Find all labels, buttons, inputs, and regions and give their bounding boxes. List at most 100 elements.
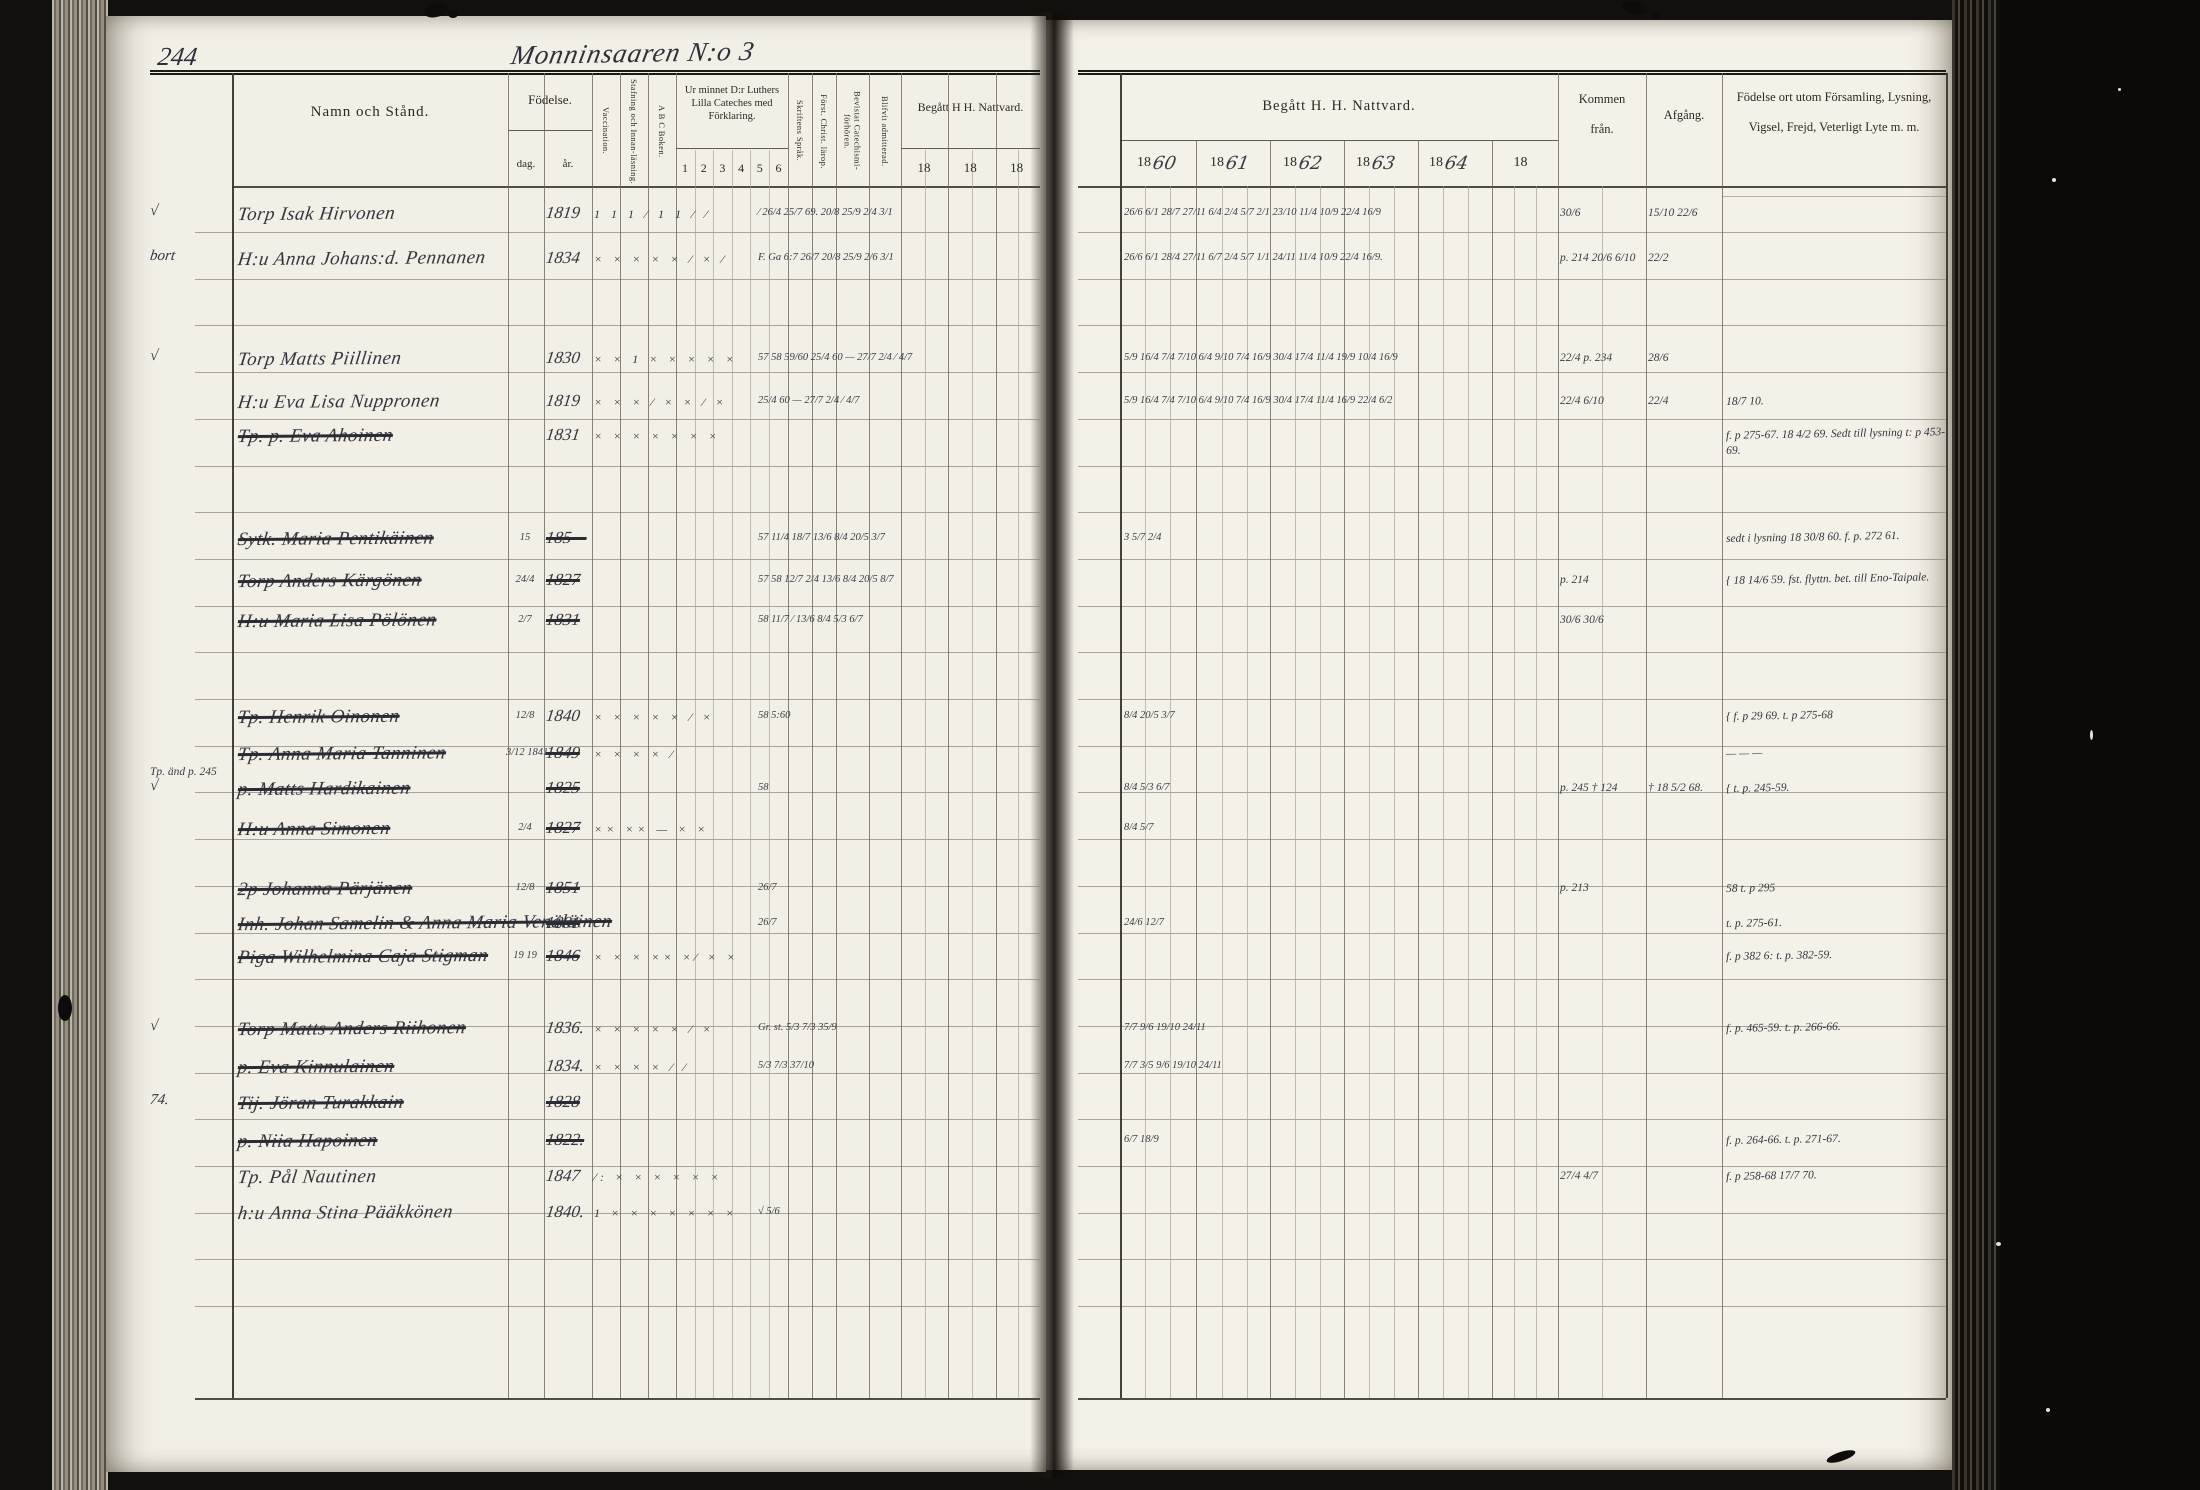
column-line: [1247, 186, 1248, 1398]
ledger-row: √ Torp Matts Piillinen 1830 × × 1 × × × × ×…: [0, 348, 2200, 388]
cateches-col-number: 3: [719, 160, 726, 175]
ruled-line: [1078, 465, 1946, 467]
row-name: p. Niia Hapoinen: [236, 1129, 379, 1153]
col-header-cateches: Ur minnet D:r Luthers Lilla Cateches med…: [684, 85, 780, 123]
row-ldates: 57 11/4 18/7 13/6 8/4 20/5 3/7: [758, 532, 885, 543]
row-marks: × × × × × ⁄ ×: [594, 710, 715, 724]
row-name: H:u Eva Lisa Nuppronen: [236, 390, 442, 414]
table-bottom-rule: [195, 1398, 1040, 1400]
col-header-dag: dag.: [516, 158, 536, 170]
row-ar: 1828: [544, 1092, 582, 1111]
col-header-fodelseort-2: Vigsel, Frejd, Veterligt Lyte m. m.: [1748, 120, 1920, 134]
ruled-line: [1078, 558, 1946, 560]
row-ar: 1819: [544, 391, 582, 410]
row-dag: 12/8: [515, 710, 535, 721]
row-ar: 1831: [544, 610, 582, 629]
column-line: [1222, 186, 1223, 1398]
ledger-row: 74. Tij. Jöran Turakkain 1828: [0, 1092, 2200, 1132]
row-rdates: 26/6 6/1 28/7 27/11 6/4 2/4 5/7 2/1 23/1…: [1124, 207, 1381, 218]
ledger-row: h:u Anna Stina Pääkkönen 1840. 1 × × × × ×…: [0, 1201, 2200, 1242]
row-ar: 1822.: [544, 1130, 586, 1149]
begatt-split: [901, 148, 1040, 149]
fodelse-split: [508, 130, 592, 131]
table-bottom-rule: [1078, 1398, 1946, 1400]
row-ar: 1819: [544, 203, 582, 222]
column-line: [1536, 186, 1537, 1398]
row-afgang: 15/10 22/6: [1648, 207, 1698, 219]
row-name: Piga Wilhelmina Caja Stigman: [236, 945, 490, 969]
row-note: f. p. 465-59. t. p. 266-66.: [1725, 1020, 1841, 1035]
row-ldates: 57 58 12/7 2/4 13/6 8/4 20/5 8/7: [758, 574, 894, 585]
column-line: [695, 150, 696, 1398]
row-name: Torp Anders Kärgönen: [236, 569, 424, 593]
row-note: f. p. 264-66. t. p. 271-67.: [1725, 1132, 1841, 1147]
ledger-row: Tp. Pål Nautinen 1847 ⁄: × × × × × × 27/4 4…: [0, 1166, 2200, 1206]
row-margin: √: [148, 348, 160, 364]
ruled-line: [1078, 1119, 1946, 1121]
row-dag: 15: [519, 532, 531, 543]
ledger-row: √ Torp Matts Anders Riihonen 1836. × × × × …: [0, 1017, 2200, 1058]
ruled-line: [195, 885, 1040, 887]
ruled-line: [1078, 792, 1946, 794]
col-header-begatt-left: Begått H H. Nattvard.: [917, 100, 1024, 114]
ruled-line: [195, 932, 1040, 934]
row-kommen: p. 214 20/6 6/10: [1560, 252, 1636, 264]
book-cover-edge: [1952, 0, 2004, 1490]
row-dag: 19 19: [513, 950, 537, 961]
column-line: [1946, 73, 1948, 1398]
year-printed: 18: [1137, 155, 1152, 170]
column-line: [1722, 73, 1723, 1398]
ruled-line: [195, 745, 1040, 747]
row-dag: 2/4: [518, 822, 532, 833]
cateches-col-number: 4: [738, 160, 745, 175]
header-bottom-rule: [1078, 186, 1946, 188]
ruled-line: [1078, 512, 1946, 514]
row-ldates: √ 5/6: [758, 1206, 780, 1217]
row-marks: × × × ×× ×⁄ × ×: [594, 950, 739, 964]
column-line: [750, 150, 751, 1398]
row-ar: 1830: [544, 348, 582, 367]
row-ldates: F. Ga 6:7 26/7 20/8 25/9 2/6 3/1: [758, 252, 894, 263]
row-note: { 18 14/6 59. fst. flyttn. bet. till Eno…: [1725, 571, 1930, 587]
ruled-line: [195, 699, 1040, 700]
ruled-line: [195, 652, 1040, 654]
ruled-line: [1078, 652, 1946, 654]
page-number: 244: [156, 42, 200, 71]
row-ldates: 58 11/7 ⁄ 13/6 8/4 5/3 6/7: [758, 614, 863, 625]
column-line: [996, 73, 997, 1398]
row-marks: × × × × × ⁄ ×: [594, 1022, 715, 1036]
notes-split: [1722, 196, 1946, 197]
row-margin: √: [148, 203, 160, 219]
cateches-col-number: 6: [775, 160, 782, 175]
dust-speck: [1996, 1242, 2001, 1246]
row-ldates: 58 5:60: [758, 710, 791, 721]
ruled-line: [195, 278, 1040, 280]
row-name: H:u Maria Lisa Pölönen: [236, 609, 438, 633]
ruled-line: [1078, 372, 1946, 374]
row-note: — — —: [1725, 747, 1763, 760]
ruled-line: [195, 979, 1040, 981]
ink-blob: [58, 995, 72, 1021]
ruled-line: [1078, 1212, 1946, 1214]
year-printed: 18: [1513, 155, 1528, 170]
row-ldates: 57 58 59/60 25/4 60 — 27/7 2/4 ⁄ 4/7: [758, 352, 913, 363]
row-name: H:u Anna Simonen: [236, 817, 392, 841]
row-ar: 1825: [544, 778, 582, 797]
row-kommen: 30/6: [1560, 207, 1581, 219]
column-line: [1018, 150, 1019, 1398]
row-name: Torp Isak Hirvonen: [236, 202, 397, 226]
dust-speck: [2052, 178, 2056, 182]
row-ldates: Gr. st. 5/3 7/3 35/9: [758, 1022, 837, 1033]
row-kommen: p. 245 † 124: [1560, 782, 1618, 794]
row-marks: × × × × ⁄: [594, 747, 677, 761]
ruled-line: [1078, 605, 1946, 607]
column-line: [713, 150, 714, 1398]
ruled-line: [1078, 1306, 1946, 1308]
col-header-begatt-right: Begått H. H. Nattvard.: [1262, 98, 1416, 114]
ruled-line: [1078, 278, 1946, 280]
year-handwritten: 63: [1370, 152, 1397, 174]
col-header-kommen: Kommen: [1578, 92, 1626, 106]
left-page: [106, 16, 1046, 1472]
row-ar: 1801: [544, 913, 582, 932]
ruled-line: [195, 232, 1040, 233]
